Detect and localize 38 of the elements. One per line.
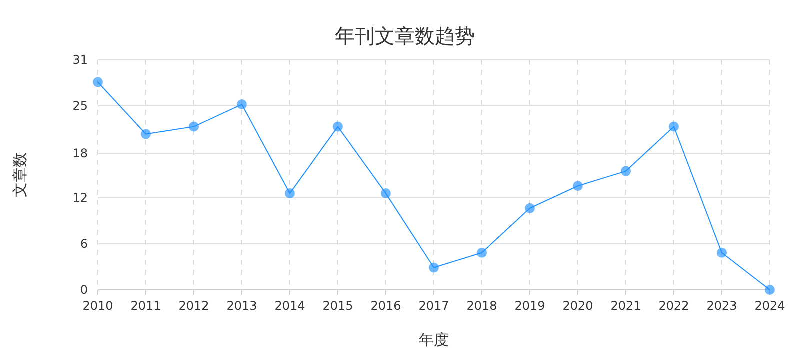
point xyxy=(717,248,727,258)
x-tick-label: 2012 xyxy=(178,299,210,313)
y-axis-title: 文章数 xyxy=(11,152,29,198)
x-tick-label: 2024 xyxy=(754,299,786,313)
point xyxy=(93,77,103,88)
chart-title: 年刊文章数趋势 xyxy=(335,24,475,48)
point xyxy=(237,100,247,110)
point xyxy=(381,188,391,199)
y-tick-label: 6 xyxy=(80,237,88,251)
point xyxy=(573,181,583,192)
point xyxy=(333,122,343,132)
x-tick-label: 2019 xyxy=(514,299,546,313)
x-tick-label: 2016 xyxy=(370,299,402,313)
point xyxy=(621,166,631,176)
point xyxy=(477,248,487,258)
point xyxy=(189,122,199,132)
x-tick-label: 2020 xyxy=(562,299,594,313)
y-tick-label: 0 xyxy=(80,283,88,297)
x-axis-title: 年度 xyxy=(419,331,449,349)
x-tick-label: 2013 xyxy=(226,299,258,313)
point xyxy=(285,188,295,199)
x-tick-label: 2017 xyxy=(418,299,450,313)
point xyxy=(141,129,151,140)
y-tick-label: 31 xyxy=(72,53,88,67)
x-tick-label: 2015 xyxy=(322,299,354,313)
y-tick-label: 25 xyxy=(72,99,88,113)
point xyxy=(669,122,679,132)
point xyxy=(429,262,439,273)
y-tick-label: 12 xyxy=(72,191,88,205)
x-tick-label: 2011 xyxy=(130,299,162,313)
x-tick-label: 2022 xyxy=(658,299,690,313)
x-tick-label: 2023 xyxy=(706,299,738,313)
x-tick-label: 2021 xyxy=(610,299,642,313)
x-tick-label: 2014 xyxy=(274,299,306,313)
y-tick-label: 18 xyxy=(72,146,88,160)
x-tick-label: 2018 xyxy=(466,299,498,313)
point xyxy=(525,203,535,214)
x-tick-label: 2010 xyxy=(82,299,114,313)
